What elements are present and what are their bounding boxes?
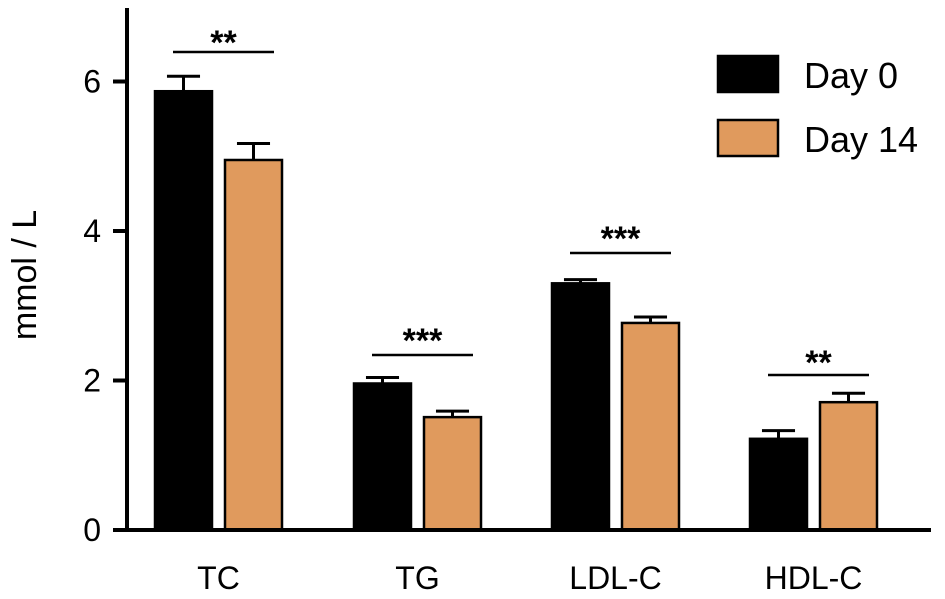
significance-label: ***: [403, 322, 443, 360]
bar-day14-tc: [223, 158, 284, 532]
bar-day0-tg: [352, 382, 413, 532]
significance-label: **: [210, 24, 237, 62]
legend-swatch-day14: [716, 118, 780, 158]
y-tick-label: 0: [83, 512, 101, 548]
y-axis-label: mmol / L: [6, 210, 44, 340]
significance-label: ***: [601, 220, 641, 258]
x-tick-label: TG: [395, 560, 439, 596]
legend: Day 0 Day 14: [716, 54, 918, 160]
legend-label-day14: Day 14: [804, 119, 918, 160]
error-bars-layer: [166, 74, 866, 439]
significance-layer: **********: [173, 24, 869, 382]
legend-swatch-day0: [716, 54, 780, 94]
axes-layer: 0 2 4 6 TC TG LDL-C HDL-C: [83, 8, 931, 596]
legend-label-day0: Day 0: [804, 55, 898, 96]
bar-day14-ldl-c: [620, 321, 681, 532]
bar-day0-tc: [153, 89, 214, 532]
x-tick-label: LDL-C: [569, 560, 661, 596]
y-tick-label: 2: [83, 363, 101, 399]
y-tick-label: 6: [83, 64, 101, 100]
y-tick-label: 4: [83, 213, 101, 249]
significance-label: **: [805, 344, 832, 382]
x-tick-label: TC: [197, 560, 240, 596]
x-tick-label: HDL-C: [765, 560, 863, 596]
bar-day14-hdl-c: [818, 400, 879, 532]
bar-day0-ldl-c: [550, 282, 611, 532]
bar-day14-tg: [422, 415, 483, 532]
bar-day0-hdl-c: [748, 437, 809, 532]
